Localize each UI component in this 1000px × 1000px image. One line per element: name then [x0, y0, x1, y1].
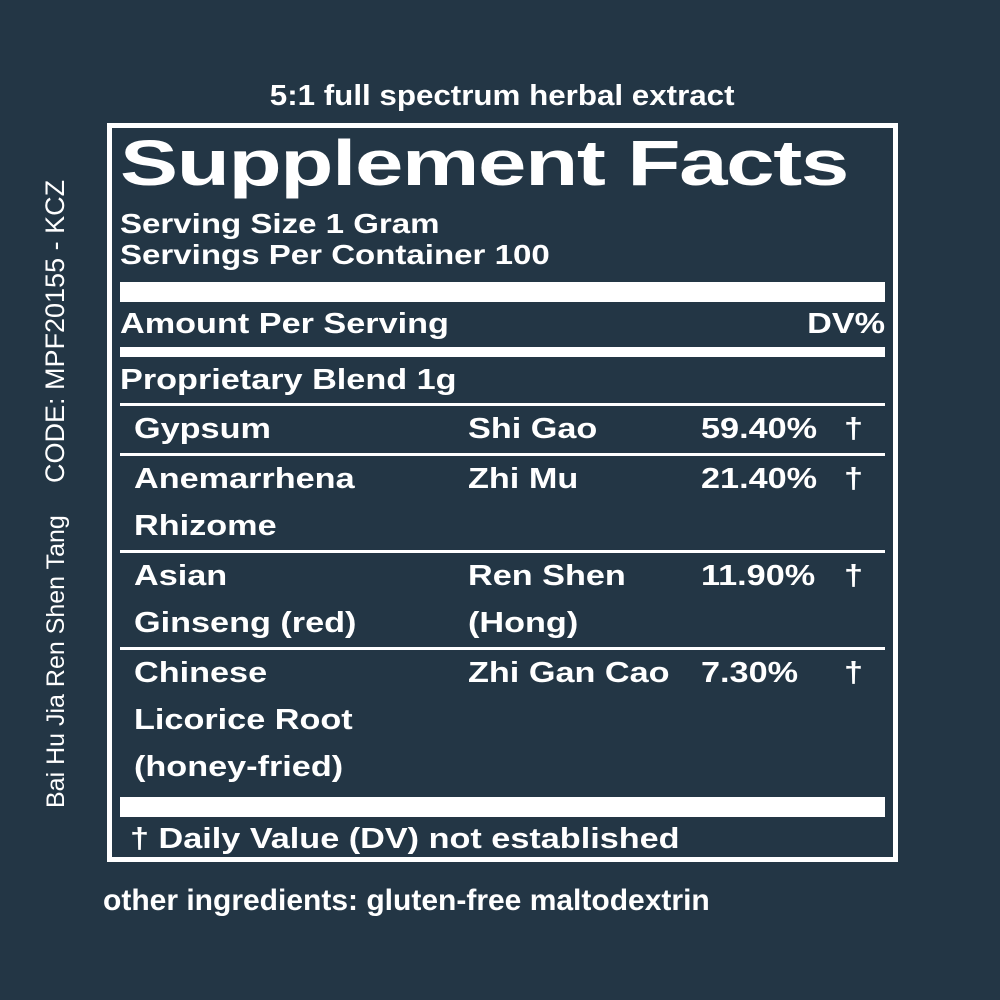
ingredient-percent: 21.40%: [701, 463, 818, 495]
ingredient-dv-dagger: †: [844, 463, 864, 495]
ingredient-name: Anemarrhena Rhizome: [134, 463, 355, 542]
panel-title: Supplement Facts: [120, 127, 849, 199]
row-divider: [120, 647, 885, 650]
divider-thick-bottom: [120, 797, 885, 817]
ingredient-percent: 7.30%: [701, 657, 799, 689]
ingredient-row: Asian Ginseng (red) Ren Shen (Hong) 11.9…: [120, 553, 885, 647]
ingredient-percent: 59.40%: [701, 413, 818, 445]
ingredient-dv-dagger: †: [844, 560, 864, 592]
blend-title: Proprietary Blend 1g: [120, 364, 457, 396]
code-label: CODE: MPF20155 - KCZ: [40, 179, 70, 483]
ingredient-row: Anemarrhena Rhizome Zhi Mu 21.40% †: [120, 456, 885, 550]
ingredient-name: Asian Ginseng (red): [134, 560, 357, 639]
ingredient-dv-dagger: †: [844, 413, 864, 445]
dv-header: DV%: [807, 308, 885, 340]
ingredient-name: Gypsum: [134, 413, 271, 445]
ingredient-pinyin: Zhi Mu: [468, 463, 579, 495]
divider-thick-top: [120, 282, 885, 302]
daily-value-footnote: † Daily Value (DV) not established: [130, 823, 680, 855]
ingredient-percent: 11.90%: [701, 560, 816, 592]
amount-per-serving-label: Amount Per Serving: [120, 308, 449, 340]
product-name-label: Bai Hu Jia Ren Shen Tang: [42, 515, 70, 808]
serving-info: Serving Size 1 Gram Servings Per Contain…: [120, 208, 885, 270]
ingredient-name: Chinese Licorice Root (honey-fried): [134, 657, 353, 783]
amount-per-serving-row: Amount Per Serving DV%: [120, 302, 885, 347]
other-ingredients: other ingredients: gluten-free maltodext…: [103, 884, 710, 917]
ingredient-dv-dagger: †: [844, 657, 864, 689]
servings-per-container: Servings Per Container 100: [120, 239, 550, 270]
row-divider: [120, 550, 885, 553]
ingredient-row: Chinese Licorice Root (honey-fried) Zhi …: [120, 650, 885, 791]
ingredient-row: Gypsum Shi Gao 59.40% †: [120, 406, 885, 453]
tagline: 5:1 full spectrum herbal extract: [107, 80, 898, 113]
ingredient-pinyin: Ren Shen (Hong): [468, 560, 626, 639]
divider-medium: [120, 347, 885, 357]
ingredient-pinyin: Shi Gao: [468, 413, 598, 445]
serving-size: Serving Size 1 Gram: [120, 208, 440, 239]
row-divider: [120, 453, 885, 456]
row-divider: [120, 403, 885, 406]
supplement-facts-panel: Supplement Facts Serving Size 1 Gram Ser…: [107, 123, 898, 862]
ingredient-pinyin: Zhi Gan Cao: [468, 657, 670, 689]
tagline-text: 5:1 full spectrum herbal extract: [270, 80, 735, 112]
